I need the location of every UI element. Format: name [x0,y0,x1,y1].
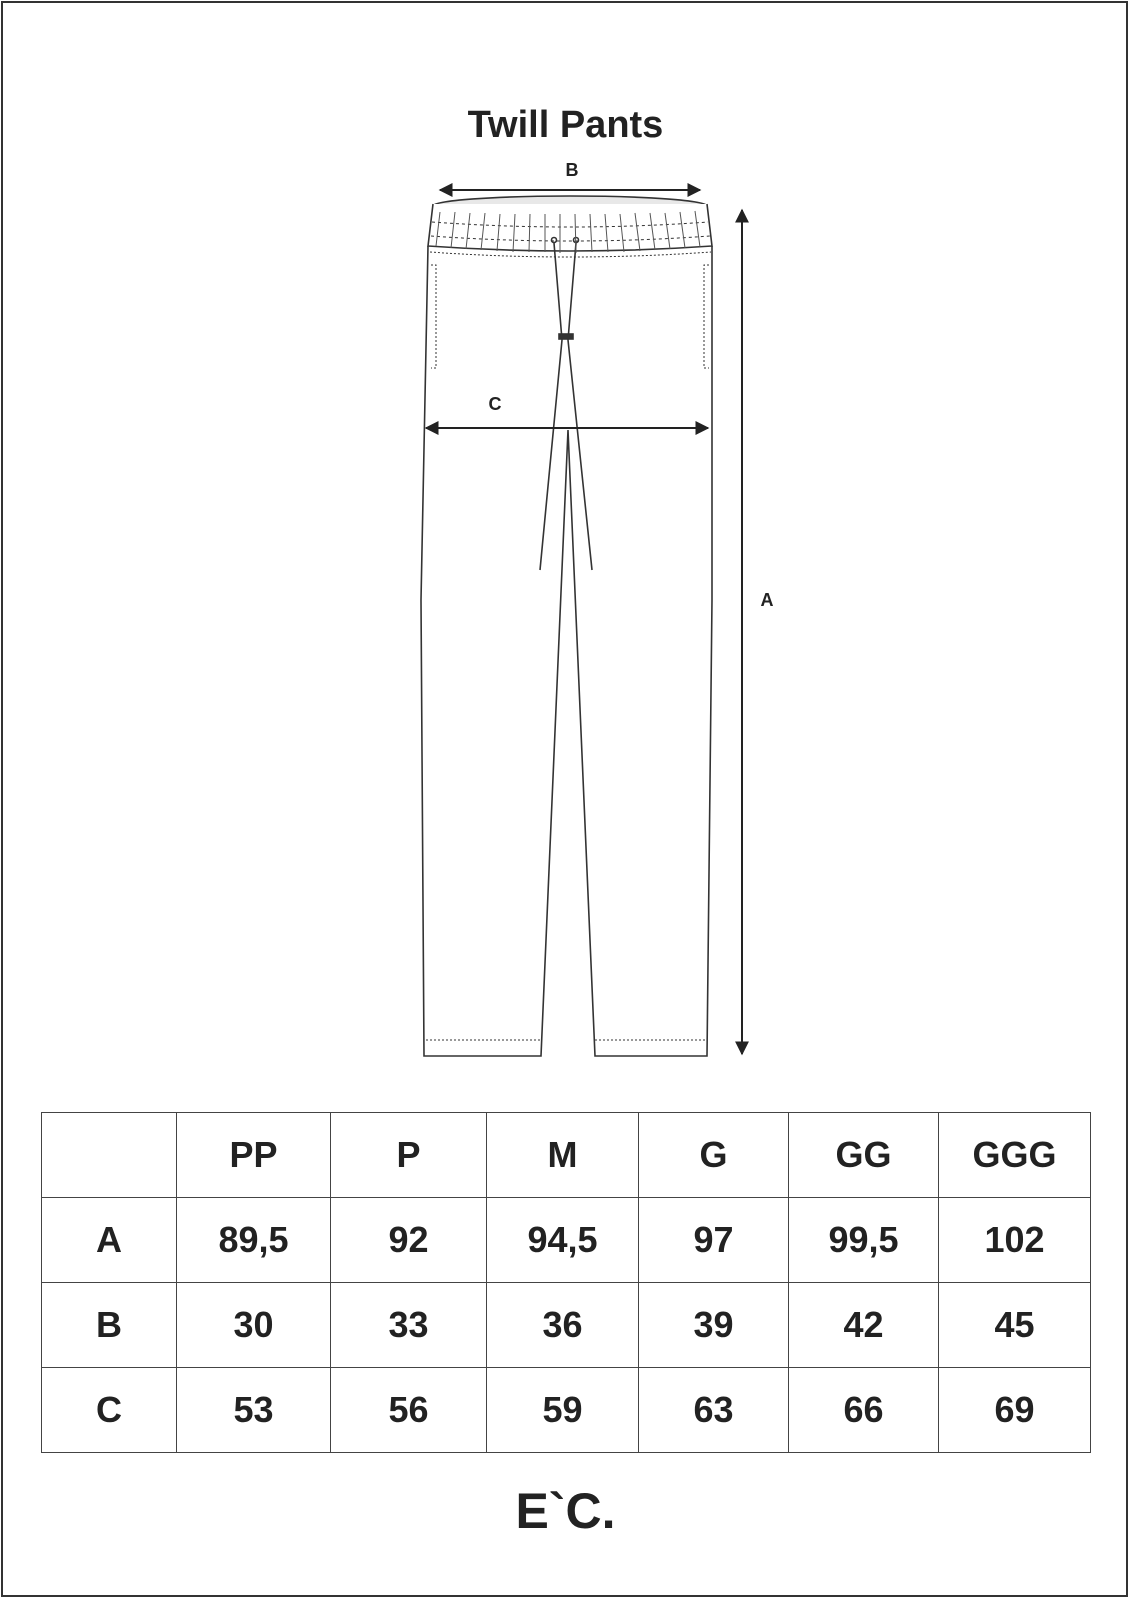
header-cell: GG [788,1112,939,1198]
table-cell: 102 [938,1197,1091,1283]
table-header-row: PP P M G GG GGG [41,1112,1091,1198]
pants-technical-drawing: B C A [420,160,774,1057]
table-cell: 39 [638,1282,789,1368]
dimension-a-label: A [761,590,774,610]
table-row: C 53 56 59 63 66 69 [41,1367,1091,1453]
table-cell: 69 [938,1367,1091,1453]
row-label: B [41,1282,177,1368]
table-cell: 97 [638,1197,789,1283]
dimension-b-label: B [566,160,579,180]
dimension-b-arrow: B [438,160,702,197]
table-cell: 63 [638,1367,789,1453]
pants-outline [420,195,713,1057]
header-cell: G [638,1112,789,1198]
table-cell: 53 [176,1367,331,1453]
waistband-ribs [435,210,701,254]
table-cell: 36 [486,1282,639,1368]
table-cell: 66 [788,1367,939,1453]
table-cell: 92 [330,1197,487,1283]
header-cell [41,1112,177,1198]
table-cell: 30 [176,1282,331,1368]
table-cell: 56 [330,1367,487,1453]
brand-logo: E`C. [515,1483,616,1539]
header-cell: M [486,1112,639,1198]
table-cell: 45 [938,1282,1091,1368]
table-cell: 42 [788,1282,939,1368]
dimension-c-arrow: C [424,394,710,435]
header-cell: GGG [938,1112,1091,1198]
dimension-a-arrow: A [735,208,774,1056]
page-title: Twill Pants [467,104,664,146]
size-chart-table: PP P M G GG GGG A 89,5 92 94,5 97 99,5 1… [41,1112,1091,1453]
row-label: A [41,1197,177,1283]
row-label: C [41,1367,177,1453]
table-row: A 89,5 92 94,5 97 99,5 102 [41,1197,1091,1283]
table-cell: 33 [330,1282,487,1368]
table-cell: 59 [486,1367,639,1453]
table-cell: 99,5 [788,1197,939,1283]
header-cell: PP [176,1112,331,1198]
table-row: B 30 33 36 39 42 45 [41,1282,1091,1368]
table-cell: 89,5 [176,1197,331,1283]
table-cell: 94,5 [486,1197,639,1283]
dimension-c-label: C [489,394,502,414]
header-cell: P [330,1112,487,1198]
